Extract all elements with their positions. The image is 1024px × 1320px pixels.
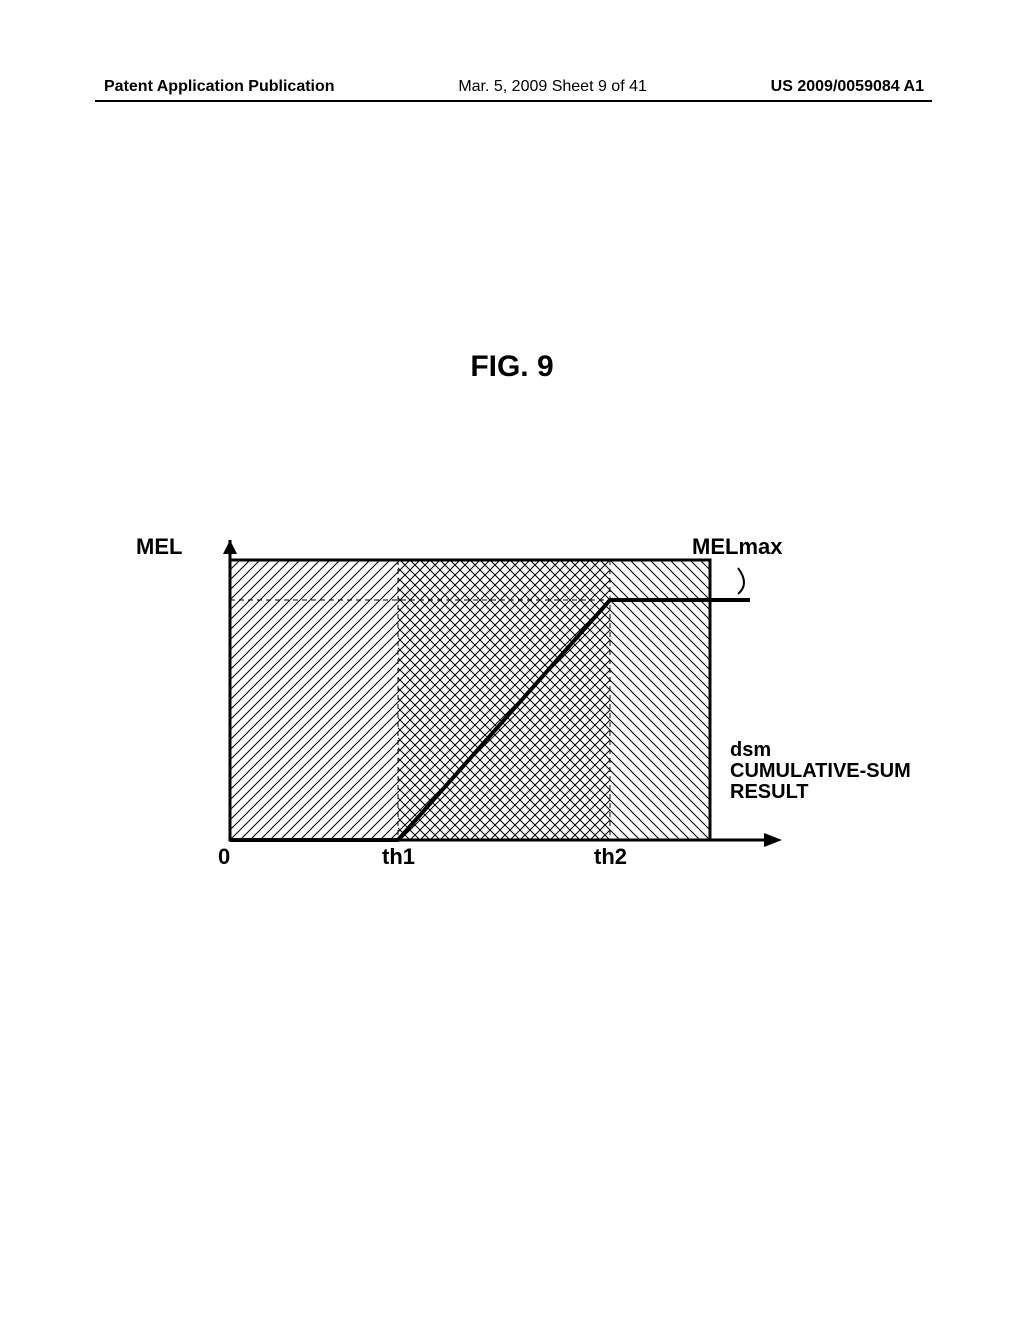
melmax-label: MELmax: [692, 534, 782, 560]
th2-label: th2: [594, 844, 627, 870]
chart-container: MEL MELmax 0 th1 th2 dsm CUMULATIVE-SUM …: [190, 540, 830, 910]
y-axis-label: MEL: [136, 534, 182, 560]
x-origin-label: 0: [218, 844, 230, 870]
header-publication: Patent Application Publication: [104, 78, 335, 96]
header-doc-number: US 2009/0059084 A1: [771, 78, 924, 96]
dsm-label: dsm CUMULATIVE-SUM RESULT: [730, 740, 950, 803]
header-rule: [95, 100, 932, 102]
dsm-line1: dsm CUMULATIVE-SUM RESULT: [730, 739, 911, 803]
page-header: Patent Application Publication Mar. 5, 2…: [0, 78, 1024, 96]
figure-title: FIG. 9: [0, 350, 1024, 384]
th1-label: th1: [382, 844, 415, 870]
header-date-sheet: Mar. 5, 2009 Sheet 9 of 41: [458, 78, 647, 96]
chart-svg: [190, 540, 830, 910]
